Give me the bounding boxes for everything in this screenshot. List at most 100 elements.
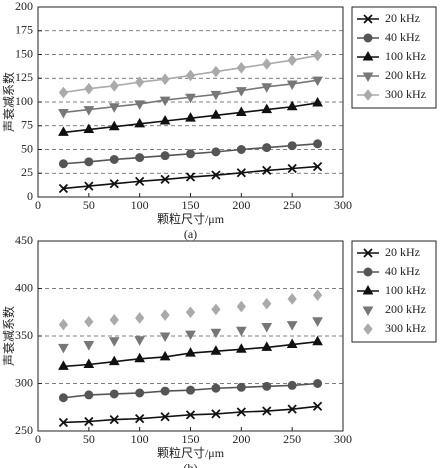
legend-label: 20 kHz bbox=[385, 245, 420, 259]
y-tick-label: 75 bbox=[21, 118, 33, 132]
legend-label: 200 kHz bbox=[385, 68, 426, 82]
marker bbox=[262, 406, 272, 416]
marker bbox=[362, 284, 374, 295]
y-tick-label: 250 bbox=[15, 423, 33, 437]
marker bbox=[235, 106, 247, 116]
marker bbox=[159, 114, 171, 125]
marker bbox=[185, 172, 196, 182]
marker bbox=[108, 103, 120, 113]
marker bbox=[185, 112, 196, 122]
marker bbox=[363, 89, 373, 101]
marker bbox=[363, 248, 373, 258]
y-tick-label: 300 bbox=[15, 375, 33, 389]
marker bbox=[236, 382, 246, 392]
y-tick-label: 150 bbox=[15, 46, 33, 60]
marker bbox=[109, 389, 119, 399]
marker bbox=[160, 73, 170, 86]
marker bbox=[58, 318, 69, 331]
y-tick-label: 0 bbox=[27, 189, 33, 203]
marker bbox=[363, 14, 373, 24]
marker bbox=[362, 50, 374, 61]
marker bbox=[84, 315, 94, 328]
marker bbox=[211, 147, 221, 157]
marker bbox=[108, 120, 120, 131]
marker bbox=[210, 328, 222, 339]
marker bbox=[109, 179, 119, 189]
marker bbox=[186, 385, 195, 395]
marker bbox=[363, 33, 373, 43]
marker bbox=[211, 303, 221, 316]
plot-frame bbox=[37, 6, 344, 198]
marker bbox=[312, 317, 323, 327]
legend-label: 40 kHz bbox=[385, 264, 420, 278]
marker bbox=[312, 335, 323, 346]
marker bbox=[108, 355, 120, 366]
marker bbox=[135, 414, 145, 424]
marker bbox=[58, 343, 69, 354]
marker bbox=[262, 381, 272, 391]
x-tick-label: 200 bbox=[232, 432, 250, 446]
marker bbox=[235, 343, 247, 353]
marker bbox=[84, 416, 94, 427]
marker bbox=[362, 72, 374, 83]
marker bbox=[211, 409, 221, 419]
marker bbox=[134, 352, 146, 363]
legend-label: 100 kHz bbox=[385, 49, 426, 63]
marker bbox=[109, 154, 119, 164]
chart-panel: 250 300 350 400 450 0 50 100 150 200 250 300 颗粒尺寸/μm… bbox=[1, 233, 437, 468]
marker bbox=[261, 323, 273, 333]
marker bbox=[262, 297, 272, 310]
y-tick-label: 50 bbox=[21, 141, 33, 155]
marker bbox=[134, 117, 146, 128]
marker bbox=[210, 90, 222, 101]
marker bbox=[312, 96, 323, 107]
marker bbox=[84, 82, 94, 95]
marker bbox=[236, 168, 246, 178]
marker bbox=[58, 126, 69, 136]
plot-frame bbox=[37, 240, 344, 432]
marker bbox=[210, 345, 222, 355]
x-tick-label: 200 bbox=[232, 198, 250, 212]
marker bbox=[312, 401, 323, 411]
marker bbox=[83, 341, 95, 351]
marker bbox=[108, 337, 120, 347]
legend-label: 300 kHz bbox=[385, 321, 426, 335]
marker bbox=[135, 153, 145, 163]
marker bbox=[160, 174, 170, 185]
marker bbox=[58, 108, 69, 119]
marker bbox=[312, 161, 323, 172]
marker bbox=[287, 163, 297, 174]
marker bbox=[185, 410, 196, 420]
y-tick-label: 25 bbox=[21, 165, 33, 179]
x-tick-label: 100 bbox=[131, 432, 149, 446]
legend-label: 300 kHz bbox=[385, 87, 426, 101]
x-tick-label: 100 bbox=[131, 198, 149, 212]
marker bbox=[286, 338, 298, 349]
x-tick-label: 50 bbox=[83, 198, 95, 212]
marker bbox=[211, 383, 221, 393]
marker bbox=[84, 181, 94, 191]
marker bbox=[236, 407, 246, 417]
marker bbox=[235, 87, 247, 97]
marker bbox=[160, 151, 170, 161]
x-tick-label: 250 bbox=[283, 198, 301, 212]
marker bbox=[84, 157, 94, 167]
y-axis-label: 声衰减系数 bbox=[1, 72, 16, 132]
marker bbox=[83, 106, 95, 116]
marker bbox=[135, 388, 145, 398]
y-tick-label: 175 bbox=[15, 23, 33, 37]
marker bbox=[109, 80, 119, 92]
x-axis-label: 颗粒尺寸/μm bbox=[157, 211, 225, 226]
x-tick-label: 50 bbox=[83, 432, 95, 446]
marker bbox=[83, 358, 95, 368]
marker bbox=[313, 139, 323, 149]
marker bbox=[211, 170, 221, 180]
marker bbox=[109, 314, 119, 326]
marker bbox=[261, 103, 273, 114]
y-tick-label: 125 bbox=[15, 70, 33, 84]
marker bbox=[312, 76, 323, 87]
marker bbox=[363, 267, 373, 277]
marker bbox=[185, 69, 196, 82]
marker bbox=[236, 300, 246, 313]
marker bbox=[312, 49, 323, 62]
